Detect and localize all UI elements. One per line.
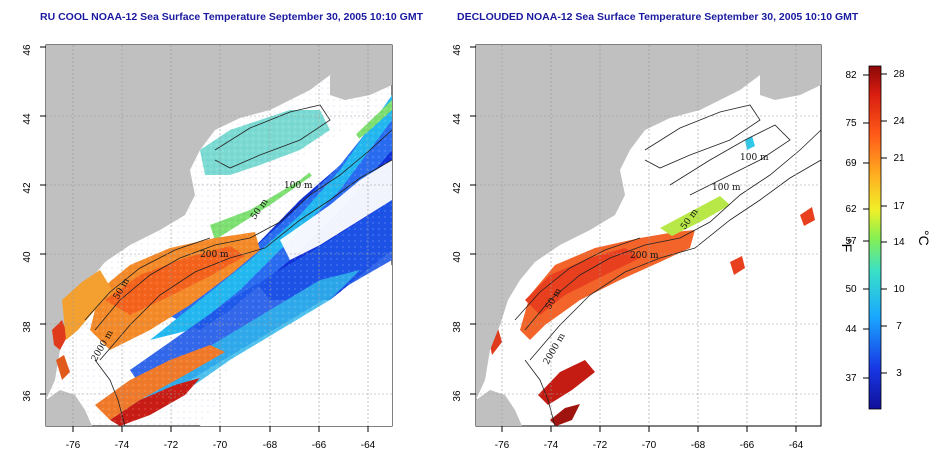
left-lon-66: -66 — [312, 440, 327, 451]
cb-f-69: 69 — [845, 158, 857, 169]
cb-c-7: 7 — [896, 321, 902, 332]
colorbar-gradient — [868, 65, 882, 410]
right-contour-50 — [514, 237, 641, 321]
right-lat-46: 46 — [452, 44, 463, 56]
left-lat-40: 40 — [22, 251, 33, 263]
left-lat-44: 44 — [22, 113, 33, 125]
left-lon-72: -72 — [164, 440, 179, 451]
cb-f-82: 82 — [845, 70, 857, 81]
right-sst-green-strip — [660, 196, 730, 236]
right-sst-east-patch — [730, 256, 745, 275]
left-land — [46, 45, 392, 400]
left-contour-2000 — [99, 159, 392, 361]
cb-c-10: 10 — [893, 284, 905, 295]
left-lat-42: 42 — [22, 182, 33, 194]
left-contour-50 — [84, 237, 211, 321]
left-lat-36: 36 — [22, 390, 33, 402]
right-lon-64: -64 — [789, 440, 804, 451]
right-map-title: DECLOUDED NOAA-12 Sea Surface Temperatur… — [457, 11, 859, 23]
right-contour-2000 — [529, 159, 821, 361]
cb-c-17: 17 — [893, 201, 905, 212]
cb-f-50: 50 — [845, 284, 857, 295]
left-land-nova-scotia — [330, 50, 392, 100]
right-lat-36: 36 — [452, 390, 463, 402]
right-contour-gulf — [644, 104, 761, 169]
cb-c-21: 21 — [893, 153, 905, 164]
right-lat-42: 42 — [452, 182, 463, 194]
left-contour-south — [94, 359, 126, 426]
left-contour-200 — [94, 129, 392, 331]
left-contour-gulf — [214, 104, 331, 169]
left-depth-label-100: 100 m — [284, 181, 313, 191]
left-land-south — [46, 390, 92, 426]
cb-f-57: 57 — [845, 236, 857, 247]
cb-unit-c: °C — [916, 230, 932, 246]
right-land-south — [476, 390, 522, 426]
right-grid — [476, 45, 821, 426]
left-depth-label-200: 200 m — [200, 250, 229, 260]
right-depth-label-100b: 100 m — [712, 183, 741, 193]
right-map: 100 m 100 m 50 m 200 m 50 m 2000 m 36 38… — [452, 44, 822, 451]
right-lon-74: -74 — [544, 440, 559, 451]
colorbar-c-ticks: 28 24 21 17 14 10 7 3 — [881, 69, 905, 379]
right-land — [476, 45, 821, 400]
right-y-axis: 36 38 40 42 44 46 — [452, 44, 476, 402]
left-grid — [46, 45, 392, 426]
cb-c-14: 14 — [893, 237, 905, 248]
cb-c-24: 24 — [893, 116, 905, 127]
right-lat-38: 38 — [452, 321, 463, 333]
cb-c-3: 3 — [896, 368, 902, 379]
cb-f-75: 75 — [845, 118, 857, 129]
left-bay-2 — [56, 355, 70, 380]
cb-f-62: 62 — [845, 204, 857, 215]
right-lon-68: -68 — [691, 440, 706, 451]
right-contour-south — [524, 359, 556, 426]
left-map-title: RU COOL NOAA-12 Sea Surface Temperature … — [40, 11, 424, 23]
right-sst-orange — [520, 230, 695, 340]
right-depth-label-200: 200 m — [630, 251, 659, 261]
cb-c-28: 28 — [893, 69, 905, 80]
left-lon-68: -68 — [263, 440, 278, 451]
cb-f-44: 44 — [845, 324, 857, 335]
left-lon-64: -64 — [361, 440, 376, 451]
cb-f-37: 37 — [845, 373, 857, 384]
colorbar: 82 75 69 62 57 50 44 37 28 24 21 17 14 1… — [839, 65, 932, 410]
right-contour-gulf-2 — [669, 124, 791, 196]
right-land-nova-scotia — [760, 50, 821, 100]
left-cloud-gap-south — [200, 265, 392, 426]
left-lat-46: 46 — [22, 44, 33, 56]
right-sst-south-red-2 — [550, 404, 580, 426]
left-x-axis: -76 -74 -72 -70 -68 -66 -64 — [66, 426, 376, 451]
right-lon-76: -76 — [495, 440, 510, 451]
left-y-axis: 36 38 40 42 44 46 — [22, 44, 46, 402]
right-lon-72: -72 — [593, 440, 608, 451]
right-lat-44: 44 — [452, 113, 463, 125]
colorbar-f-ticks: 82 75 69 62 57 50 44 37 — [845, 70, 869, 384]
left-map: 50 m 200 m 100 m 50 m 2000 m 36 38 40 42… — [22, 44, 393, 451]
right-lon-66: -66 — [740, 440, 755, 451]
right-contour-200 — [524, 129, 821, 331]
cb-unit-f: °F — [839, 238, 855, 252]
right-sst-cyan-spot — [745, 136, 755, 150]
right-lon-70: -70 — [642, 440, 657, 451]
right-x-axis: -76 -74 -72 -70 -68 -66 -64 — [495, 426, 804, 451]
left-coastal-warm — [62, 270, 112, 340]
left-cloud-gap-east — [300, 125, 360, 180]
right-sst-east-patch-2 — [800, 207, 815, 226]
left-lon-76: -76 — [66, 440, 81, 451]
left-lon-70: -70 — [213, 440, 228, 451]
left-lat-38: 38 — [22, 321, 33, 333]
left-bay — [52, 320, 68, 350]
left-lon-74: -74 — [115, 440, 130, 451]
right-sst-red — [525, 248, 640, 315]
right-lat-40: 40 — [452, 251, 463, 263]
right-depth-label-100a: 100 m — [740, 153, 769, 163]
